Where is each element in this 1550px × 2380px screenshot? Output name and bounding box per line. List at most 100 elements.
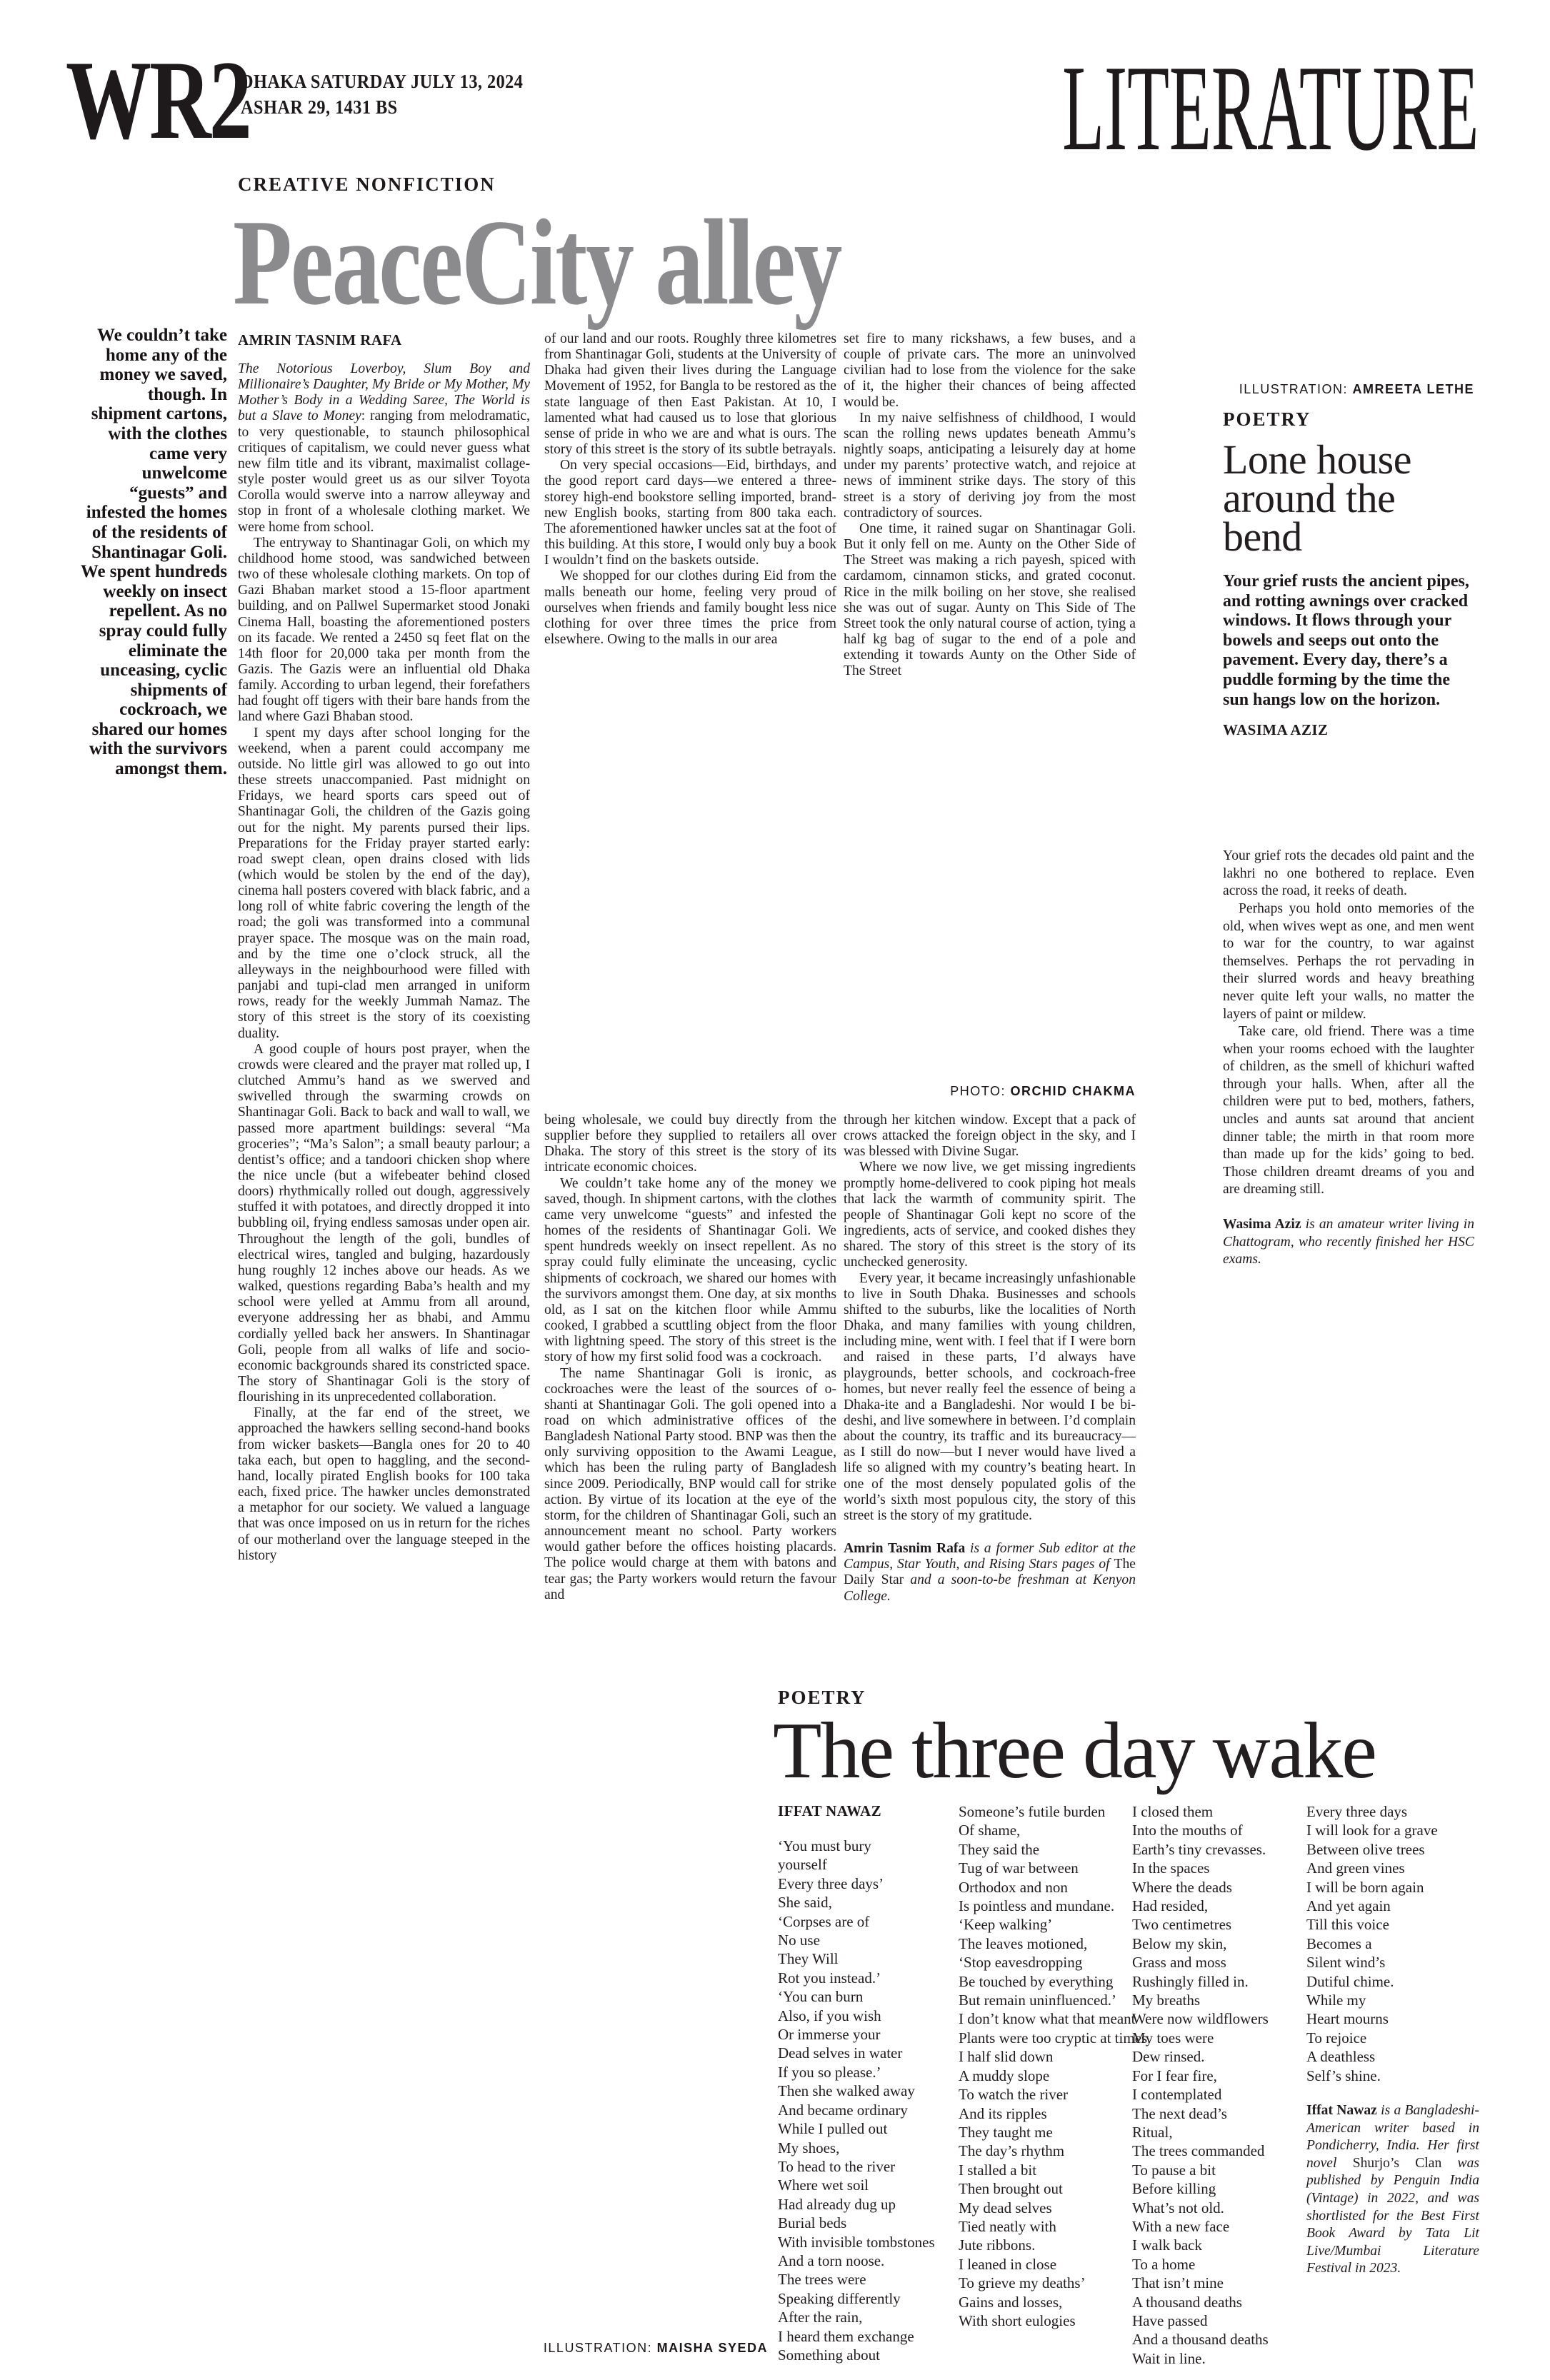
article-byline: AMRIN TASNIM RAFA: [238, 331, 402, 348]
poem-line: Or immerse your: [778, 2026, 881, 2044]
poem-line: And a torn noose.: [778, 2251, 885, 2269]
poem-line: Self’s shine.: [1306, 2067, 1381, 2084]
poem-line: ‘You must bury: [778, 1837, 871, 1854]
poem-line: A muddy slope: [959, 2067, 1050, 2084]
poem-line: And its ripples: [959, 2104, 1047, 2122]
poem-line: While I pulled out: [778, 2120, 888, 2138]
paragraph: through her kitchen window. Except that …: [844, 1113, 1136, 1160]
poetry-1-kicker: POETRY: [1223, 408, 1311, 430]
poetry-2-title-wrap: The three day wake: [773, 1707, 1377, 1795]
poem-line: They Will: [778, 1950, 839, 1968]
poem-line: I closed them: [1132, 1803, 1214, 1820]
poem-line: To grieve my deaths’: [959, 2274, 1086, 2292]
poem-line: Rot you instead.’: [778, 1969, 881, 1987]
paragraph: Finally, at the far end of the street, w…: [238, 1405, 530, 1563]
poetry-1-byline: WASIMA AZIZ: [1223, 721, 1329, 739]
poem-line: Where wet soil: [778, 2176, 869, 2194]
paragraph: The entryway to Shantinagar Goli, on whi…: [238, 535, 530, 725]
poem-col-1: ‘You must bury yourself Every three days’ S…: [778, 1837, 951, 2364]
poetry-1-title: Lone house around the bend: [1223, 436, 1412, 560]
date-block: DHAKA SATURDAY JULY 13, 2024 ASHAR 29, 1…: [241, 69, 523, 120]
poetry-1-intro: Your grief rusts the ancient pipes, and …: [1223, 572, 1469, 709]
illustration-credit-1-label: ILLUSTRATION:: [1239, 382, 1348, 396]
poem-line: Two centimetres: [1132, 1916, 1232, 1934]
illustration-credit-1-name: AMREETA LETHE: [1352, 382, 1474, 396]
paragraph: We shopped for our clothes during Eid fr…: [544, 568, 836, 647]
date-line-2: ASHAR 29, 1431 BS: [241, 96, 398, 118]
poem-line: That isn’t mine: [1132, 2274, 1224, 2292]
poem-line: Plants were too cryptic at times.: [959, 2029, 1151, 2047]
poem-line: A deathless: [1306, 2048, 1376, 2066]
poem-line: Where the deads: [1132, 1878, 1232, 1896]
illustration-credit-1: ILLUSTRATION: AMREETA LETHE: [1223, 382, 1474, 397]
illustration-credit-2-label: ILLUSTRATION:: [543, 2341, 653, 2355]
poem-line: Dew rinsed.: [1132, 2048, 1205, 2066]
poem-line: ‘Corpses are of: [778, 1912, 870, 1930]
poem-line: ‘Stop eavesdropping: [959, 1954, 1083, 1972]
poem-line: With invisible tombstones: [778, 2233, 935, 2251]
poem-line: The trees were: [778, 2271, 866, 2289]
poetry-2-bio: Iffat Nawaz is a Bangladeshi-American wr…: [1306, 2102, 1479, 2278]
poem-line: What’s not old.: [1132, 2199, 1224, 2216]
poem-line: In the spaces: [1132, 1859, 1210, 1877]
poem-line: And became ordinary: [778, 2101, 908, 2119]
poetry-1-bio: Wasima Aziz is an amateur writer living …: [1223, 1216, 1474, 1269]
poem-line: Silent wind’s: [1306, 1954, 1386, 1972]
article-col-3-bottom: through her kitchen window. Except that …: [844, 1113, 1136, 1605]
poem-line: To head to the river: [778, 2157, 896, 2175]
poem-line: Dutiful chime.: [1306, 1972, 1394, 1990]
poem-line: Between olive trees: [1306, 1840, 1425, 1858]
poem-line: And yet again: [1306, 1897, 1391, 1915]
poem-line: I half slid down: [959, 2048, 1054, 2066]
illustration-credit-2-name: MAISHA SYEDA: [656, 2341, 768, 2355]
poem-line: She said,: [778, 1894, 832, 1912]
paragraph: set fire to many rickshaws, a few buses,…: [844, 331, 1136, 410]
section-header: LITERATURE: [735, 47, 1479, 170]
poem-line: My shoes,: [778, 2139, 840, 2156]
poem-line: My toes were: [1132, 2029, 1214, 2047]
illustration-credit-2: ILLUSTRATION: MAISHA SYEDA: [500, 2341, 768, 2356]
poem-line: Be touched by everything: [959, 1972, 1114, 1990]
poetry-1-body: Your grief rots the decades old paint an…: [1223, 848, 1474, 1199]
poem-line: Wait in line.: [1132, 2349, 1206, 2367]
poem-line: And a thousand deaths: [1132, 2331, 1269, 2349]
paragraph: In my naive selfishness of childhood, I …: [844, 410, 1136, 521]
paragraph: Your grief rots the decades old paint an…: [1223, 848, 1474, 899]
photo-credit-label: PHOTO:: [950, 1084, 1006, 1098]
poem-line: To rejoice: [1306, 2029, 1367, 2047]
poem-line: The trees commanded: [1132, 2142, 1265, 2160]
poem-line: Jute ribbons.: [959, 2236, 1036, 2254]
poem-line: Every three days’: [778, 1874, 884, 1892]
poem-line: To watch the river: [959, 2086, 1069, 2104]
poem-line: But remain uninfluenced.’: [959, 1992, 1117, 2009]
date-line-1: DHAKA SATURDAY JULY 13, 2024: [241, 71, 524, 92]
poem-line: Earth’s tiny crevasses.: [1132, 1840, 1266, 1858]
article-col-3-text: through her kitchen window. Except that …: [844, 1113, 1136, 1524]
poem-line: Till this voice: [1306, 1916, 1389, 1934]
poem-line: Orthodox and non: [959, 1878, 1068, 1896]
poem-line: Grass and moss: [1132, 1954, 1226, 1972]
poem-line: Then she walked away: [778, 2082, 915, 2100]
poem-col-4-lines: Every three days I will look for a grave B…: [1306, 1802, 1479, 2085]
poem-line: Before killing: [1132, 2180, 1216, 2198]
poem-line: They said the: [959, 1840, 1040, 1858]
section-title: LITERATURE: [1061, 41, 1479, 176]
poetry-1: ILLUSTRATION: AMREETA LETHE POETRY Lone …: [1223, 382, 1474, 1269]
poem-line: I don’t know what that meant: [959, 2010, 1136, 2028]
poem-line: To pause a bit: [1132, 2161, 1216, 2179]
paragraph: Take care, old friend. There was a time …: [1223, 1024, 1474, 1197]
paragraph: Perhaps you hold onto memories of the ol…: [1223, 900, 1474, 1022]
poem-line: No use: [778, 1932, 820, 1949]
poem-line: Rushingly filled in.: [1132, 1972, 1249, 1990]
poem-line: Every three days: [1306, 1803, 1408, 1820]
poem-line: ‘You can burn: [778, 1988, 864, 2006]
poetry-2-title: The three day wake: [773, 1707, 1377, 1795]
paragraph: Amrin Tasnim Rafa is a former Sub editor…: [844, 1541, 1136, 1604]
paragraph: A good couple of hours post prayer, when…: [238, 1041, 530, 1405]
poem-line: Have passed: [1132, 2311, 1208, 2329]
paragraph: The Notorious Loverboy, Slum Boy and Mil…: [238, 361, 530, 535]
paragraph: being wholesale, we could buy directly f…: [544, 1113, 836, 1175]
poem-line: My breaths: [1132, 1992, 1201, 2009]
photo-credit-name: ORCHID CHAKMA: [1010, 1084, 1136, 1098]
